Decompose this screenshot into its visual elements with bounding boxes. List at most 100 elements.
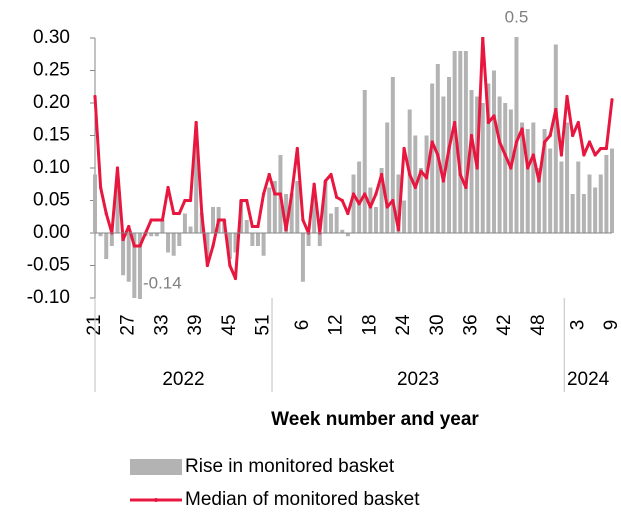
y-tick-label: 0.05: [33, 190, 70, 211]
bar: [317, 233, 322, 246]
bar: [98, 233, 103, 237]
bar: [430, 83, 435, 233]
line-marker: [481, 37, 485, 40]
line-marker: [200, 211, 204, 216]
legend-swatch: [130, 459, 182, 475]
x-tick-label: 6: [292, 320, 313, 331]
line-marker: [396, 228, 401, 232]
line-marker: [194, 120, 198, 125]
line-marker: [222, 218, 226, 222]
line-marker: [127, 224, 131, 229]
bar: [418, 168, 423, 233]
line-marker: [469, 133, 474, 138]
line-marker: [228, 263, 232, 268]
line-marker: [233, 276, 238, 281]
bar: [373, 207, 378, 233]
bar: [334, 207, 339, 233]
line-marker: [604, 146, 608, 151]
line-marker: [402, 146, 406, 151]
line-marker: [323, 179, 328, 183]
bar: [441, 96, 446, 233]
bar: [289, 194, 294, 233]
bar: [531, 122, 536, 233]
bar: [587, 174, 592, 233]
x-tick-label: 45: [219, 314, 240, 335]
bar: [559, 161, 564, 233]
line-marker: [385, 205, 389, 209]
bar: [536, 168, 541, 233]
line-marker: [245, 198, 249, 203]
y-tick-label: 0.00: [33, 222, 70, 243]
bar: [514, 37, 519, 233]
line-marker: [239, 198, 243, 203]
line-marker: [335, 195, 339, 199]
bar: [166, 233, 171, 253]
bar: [312, 194, 317, 233]
x-tick-label: 39: [185, 314, 206, 335]
bar: [357, 161, 362, 233]
line-marker: [217, 218, 221, 222]
legend-label: Rise in monitored basket: [185, 456, 395, 477]
bar: [610, 148, 614, 233]
bar: [149, 233, 154, 237]
bar: [227, 233, 232, 259]
line-marker: [408, 172, 412, 177]
bar: [402, 200, 407, 233]
bar: [362, 90, 367, 233]
line-marker: [441, 179, 446, 183]
bar: [329, 213, 334, 233]
group-label: 2022: [162, 369, 204, 390]
bar: [93, 174, 97, 233]
bar: [211, 207, 216, 233]
bar: [272, 181, 277, 233]
bar: [576, 161, 581, 233]
line-marker: [576, 120, 580, 125]
bar: [109, 233, 114, 246]
line-marker: [211, 244, 215, 248]
x-tick-label: 12: [326, 314, 347, 335]
bar: [188, 226, 193, 233]
line-marker: [424, 176, 429, 180]
bar: [503, 103, 508, 233]
line-marker: [104, 211, 108, 216]
bar: [525, 129, 530, 233]
line-marker: [554, 107, 558, 112]
bar: [497, 96, 502, 233]
line-marker: [413, 185, 417, 190]
line-marker: [273, 192, 277, 196]
bar: [137, 233, 142, 299]
bar: [115, 174, 120, 233]
line-marker: [548, 133, 552, 138]
bar: [368, 187, 373, 233]
bar: [267, 187, 272, 233]
bar: [396, 174, 401, 233]
x-tick-label: 48: [528, 314, 549, 335]
x-tick-label: 51: [253, 314, 274, 335]
bar: [486, 83, 491, 233]
x-tick-label: 42: [494, 314, 515, 335]
bar: [424, 135, 429, 233]
line-marker: [250, 224, 254, 229]
line-marker: [419, 169, 423, 173]
line-marker: [149, 218, 153, 222]
bar: [385, 122, 390, 233]
bar: [581, 194, 586, 233]
line-marker: [486, 120, 490, 125]
bar: [244, 220, 249, 233]
line-marker: [498, 140, 502, 144]
bar: [351, 174, 356, 233]
group-label: 2024: [567, 369, 610, 390]
line-marker: [329, 172, 333, 177]
bar: [132, 233, 137, 298]
x-tick-label: 30: [427, 314, 448, 335]
line-marker: [379, 172, 384, 177]
bar: [548, 148, 553, 233]
plot-area: [93, 37, 614, 299]
x-tick-label: 24: [393, 314, 414, 336]
bar: [598, 174, 603, 233]
y-tick-label: 0.20: [33, 92, 70, 113]
line-marker: [447, 146, 451, 151]
line-marker: [312, 182, 316, 186]
bar: [250, 233, 255, 246]
bar: [458, 51, 463, 233]
